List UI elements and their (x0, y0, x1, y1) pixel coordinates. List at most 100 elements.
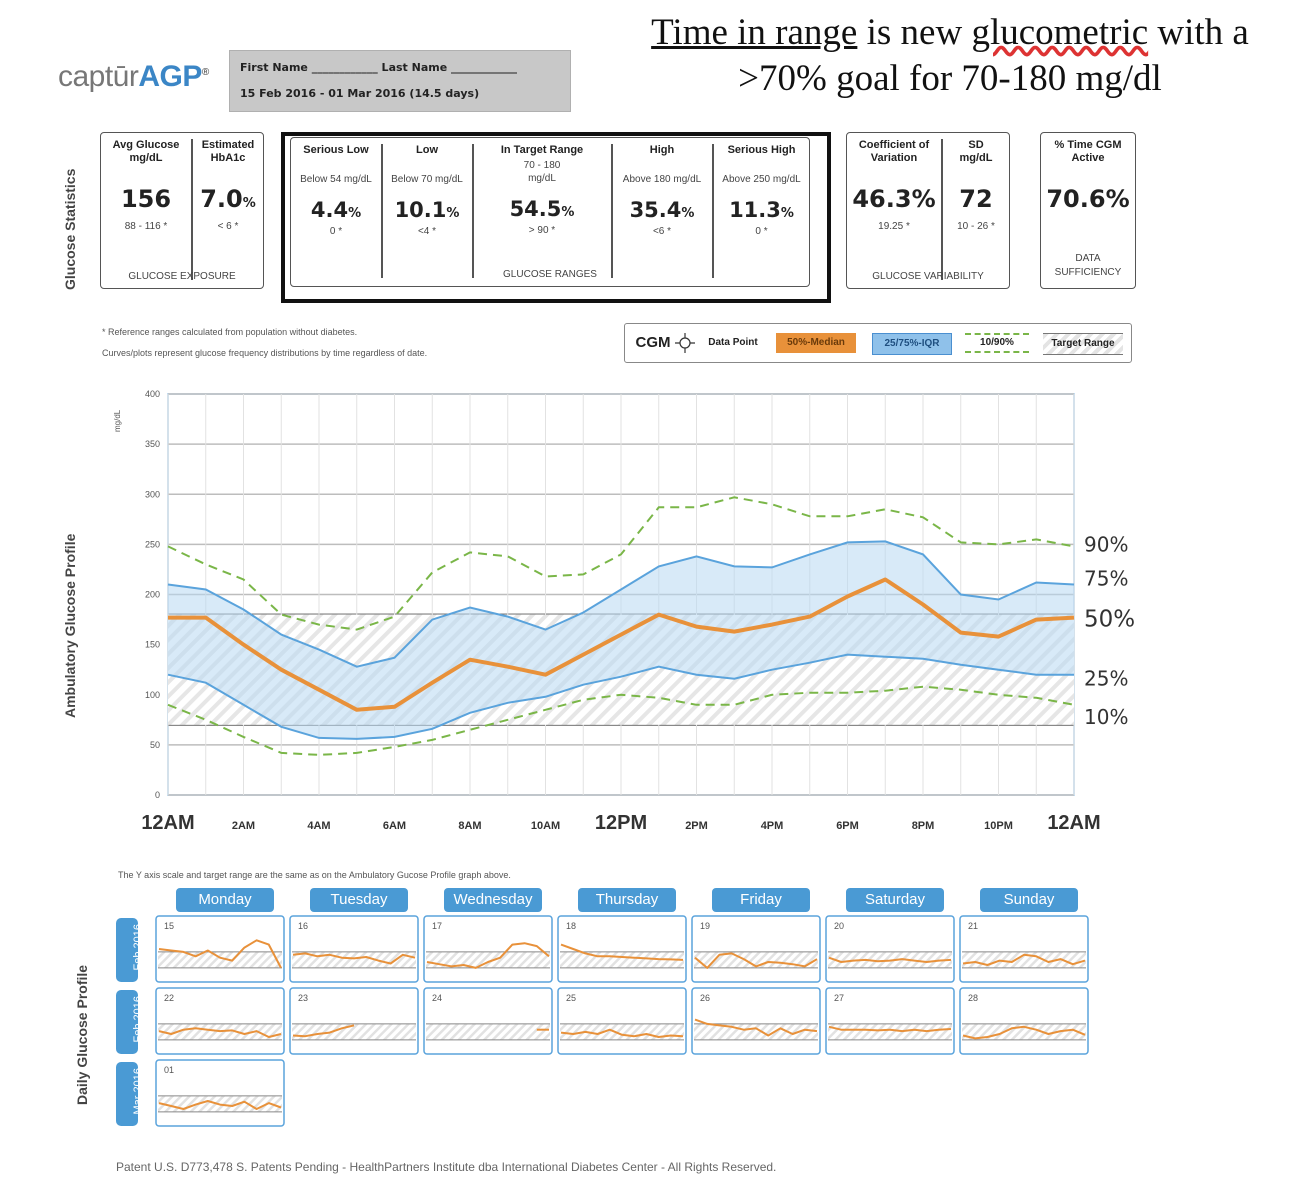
y-tick-label: 150 (145, 640, 160, 650)
hba1c-ref: < 6 * (217, 221, 239, 232)
serious-high-ref: 0 * (755, 226, 768, 237)
daily-glucose-line (560, 1028, 684, 1038)
daily-glucose-line (962, 1025, 1086, 1040)
serious-high-unit: % (780, 206, 794, 221)
daily-date-label: 17 (432, 921, 442, 931)
series-line-25pct (167, 653, 1074, 740)
in-target-range-value: 54.5 (509, 197, 562, 221)
serious-high-desc: Above 250 mg/dL (722, 174, 801, 185)
daily-cell: 17 (423, 915, 553, 983)
y-axis-label: mg/dL (113, 409, 122, 432)
daily-date-label: 15 (164, 921, 174, 931)
month-tag-label: Feb 2016 (132, 996, 144, 1043)
x-tick-label: 6PM (836, 820, 859, 832)
daily-cell-frame (155, 987, 285, 1055)
daily-glucose-line (828, 956, 952, 963)
percentile-label: 75% (1084, 566, 1128, 590)
legend-median: 50%-Median (776, 333, 856, 353)
x-tick-label: 6AM (383, 820, 406, 832)
low-desc: Below 70 mg/dL (391, 174, 463, 185)
day-header-friday: Friday (712, 888, 810, 912)
logo-light-text: captūr (58, 60, 139, 93)
headline-line2: >70% goal for 70-180 mg/dl (738, 58, 1162, 99)
daily-date-label: 26 (700, 993, 710, 1003)
divider (712, 144, 714, 278)
avg-glucose-ref: 88 - 116 * (124, 221, 168, 232)
day-header-wednesday: Wednesday (444, 888, 542, 912)
iqr-band (168, 541, 1074, 739)
x-tick-label: 4PM (761, 820, 784, 832)
daily-cell-frame (557, 987, 687, 1055)
glucose-statistics-label: Glucose Statistics (62, 168, 78, 290)
sd-ref: 10 - 26 * (957, 221, 995, 232)
headline: Time in range is new glucometric with a … (600, 10, 1298, 102)
y-tick-label: 0 (155, 790, 160, 800)
glucose-variability-panel: Coefficient of Variation 46.3% 19.25 * S… (846, 132, 1010, 289)
day-header-thursday: Thursday (578, 888, 676, 912)
daily-cell: 27 (825, 987, 955, 1055)
daily-date-label: 24 (432, 993, 442, 1003)
low-ref: <4 * (417, 226, 437, 237)
daily-cell-frame (155, 1059, 285, 1127)
y-tick-label: 400 (145, 389, 160, 399)
serious-low-value: 4.4 (310, 198, 349, 222)
agp-lines (167, 496, 1075, 756)
cv-ref: 19.25 * (878, 221, 910, 232)
divider (941, 139, 943, 280)
cv-title: Coefficient of Variation (858, 139, 930, 164)
high-ref: <6 * (652, 226, 672, 237)
month-tag-label: Feb 2016 (132, 924, 144, 971)
x-tick-label: 8PM (912, 820, 935, 832)
headline-underlined: Time in range (651, 12, 858, 53)
daily-date-label: 01 (164, 1065, 174, 1075)
high-title: High (649, 144, 675, 156)
percentile-label: 10% (1084, 705, 1128, 729)
daily-date-label: 19 (700, 921, 710, 931)
daily-date-label: 18 (566, 921, 576, 931)
avg-glucose-title: Avg Glucose mg/dL (112, 139, 180, 164)
day-header-saturday: Saturday (846, 888, 944, 912)
serious-low-desc: Below 54 mg/dL (300, 174, 372, 185)
daily-date-label: 16 (298, 921, 308, 931)
daily-cell-frame (825, 915, 955, 983)
daily-target-band (292, 1023, 416, 1040)
x-tick-label: 10PM (984, 820, 1013, 832)
x-tick-label: 12AM (141, 812, 194, 834)
low-title: Low (416, 144, 438, 156)
x-tick-label: 10AM (531, 820, 560, 832)
series-line-50pct (168, 577, 1075, 712)
legend-iqr: 25/75%-IQR (872, 333, 952, 355)
daily-date-label: 25 (566, 993, 576, 1003)
data-sufficiency-panel: % Time CGM Active 70.6% DATA SUFFICIENCY (1040, 132, 1136, 289)
logo-bold-text: AGP (138, 60, 202, 93)
y-tick-label: 350 (145, 439, 160, 449)
chart-legend: CGM Data Point 50%-Median 25/75%-IQR 10/… (624, 323, 1132, 363)
cgm-active-value: 70.6% (1046, 185, 1130, 213)
daily-glucose-line (694, 952, 818, 969)
daily-cell: 01 (155, 1059, 285, 1127)
reference-note-1: * Reference ranges calculated from popul… (102, 327, 358, 337)
glucose-exposure-footer: GLUCOSE EXPOSURE (128, 271, 236, 282)
daily-cell-frame (691, 915, 821, 983)
daily-cell-frame (557, 915, 687, 983)
cgm-active-title: % Time CGM Active (1054, 139, 1122, 164)
sd-title: SD mg/dL (959, 139, 993, 164)
daily-glucose-line (158, 1100, 282, 1110)
series-line-75pct (167, 540, 1075, 668)
day-header-sunday: Sunday (980, 888, 1078, 912)
legend-cgm: CGM (635, 334, 671, 351)
patent-footer: Patent U.S. D773,478 S. Patents Pending … (116, 1160, 777, 1174)
x-tick-label: 12AM (1047, 812, 1100, 834)
y-tick-label: 300 (145, 489, 160, 499)
daily-target-band (426, 1023, 550, 1040)
divider (191, 139, 193, 280)
daily-cell: 21 (959, 915, 1089, 983)
daily-cell: 25 (557, 987, 687, 1055)
data-sufficiency-footer-1: DATA (1075, 253, 1101, 264)
reference-notes: * Reference ranges calculated from popul… (102, 322, 427, 364)
daily-note: The Y axis scale and target range are th… (118, 870, 511, 880)
hba1c-unit: % (242, 196, 256, 211)
glucose-exposure-panel: Avg Glucose mg/dL 156 88 - 116 * Estimat… (100, 132, 264, 289)
x-tick-label: 4AM (307, 820, 330, 832)
x-tick-label: 2AM (232, 820, 255, 832)
